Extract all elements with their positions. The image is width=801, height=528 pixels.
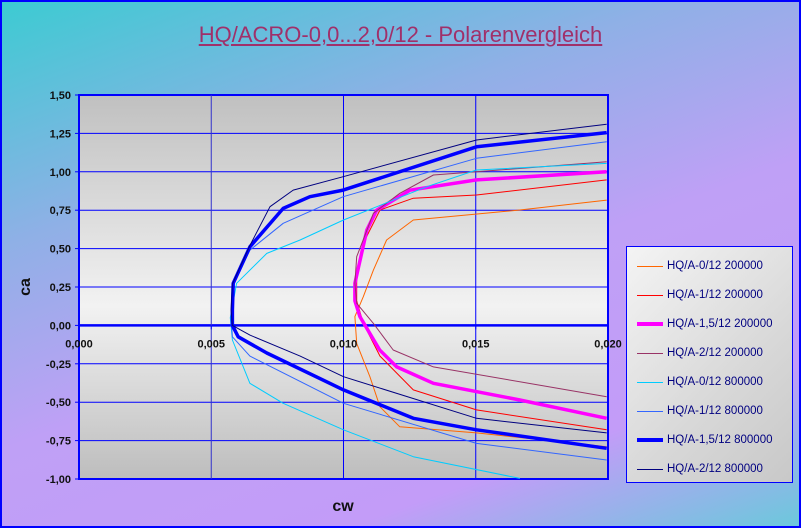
legend-swatch <box>637 352 663 354</box>
legend-swatch <box>637 381 663 383</box>
legend-label: HQ/A-1,5/12 200000 <box>667 318 773 330</box>
y-tick-label: 0,25 <box>50 282 71 294</box>
y-axis-label: ca <box>17 278 34 296</box>
legend-swatch <box>637 468 663 470</box>
y-tick-label: 1,25 <box>50 128 71 140</box>
series-line-7 <box>230 123 607 434</box>
y-tick-label: -0,25 <box>46 359 71 371</box>
x-tick-label: 0,000 <box>65 338 93 350</box>
legend-swatch <box>637 322 663 326</box>
legend-item: HQ/A-2/12 800000 <box>637 461 763 477</box>
legend-item: HQ/A-0/12 200000 <box>637 258 763 274</box>
legend-label: HQ/A-2/12 200000 <box>667 347 763 359</box>
x-tick-label: 0,005 <box>197 338 225 350</box>
chart-title: HQ/ACRO-0,0...2,0/12 - Polarenvergleich <box>198 22 603 47</box>
legend-label: HQ/A-1/12 800000 <box>667 405 763 417</box>
y-tick-label: 0,00 <box>50 320 71 332</box>
x-tick-label: 0,020 <box>594 338 622 350</box>
legend-item: HQ/A-1/12 200000 <box>637 287 763 303</box>
series-line-0 <box>354 199 607 448</box>
y-tick-label: -1,00 <box>46 474 71 486</box>
legend-swatch <box>637 438 663 442</box>
legend-swatch <box>637 294 663 296</box>
legend-swatch <box>637 265 663 267</box>
legend-label: HQ/A-0/12 200000 <box>667 260 763 272</box>
x-axis-label: cw <box>332 498 354 515</box>
legend-label: HQ/A-1/12 200000 <box>667 289 763 301</box>
legend-label: HQ/A-0/12 800000 <box>667 376 763 388</box>
y-tick-label: 1,50 <box>50 90 71 102</box>
legend-item: HQ/A-1,5/12 800000 <box>637 432 773 448</box>
y-tick-label: 1,00 <box>50 167 71 179</box>
legend-label: HQ/A-2/12 800000 <box>667 463 763 475</box>
series-line-3 <box>354 161 607 398</box>
series-line-6 <box>230 130 607 451</box>
legend-swatch <box>637 410 663 412</box>
x-tick-label: 0,010 <box>330 338 358 350</box>
legend-item: HQ/A-1,5/12 200000 <box>637 316 773 332</box>
y-tick-label: 0,75 <box>50 205 71 217</box>
legend-item: HQ/A-0/12 800000 <box>637 374 763 390</box>
y-tick-label: -0,50 <box>46 397 71 409</box>
series-line-1 <box>356 179 607 431</box>
legend-item: HQ/A-1/12 800000 <box>637 403 763 419</box>
legend-label: HQ/A-1,5/12 800000 <box>667 434 773 446</box>
legend: HQ/A-0/12 200000 HQ/A-1/12 200000 HQ/A-1,5… <box>626 246 793 483</box>
x-tick-label: 0,015 <box>462 338 490 350</box>
legend-item: HQ/A-2/12 200000 <box>637 345 763 361</box>
y-tick-label: -0,75 <box>46 436 71 448</box>
series-line-2 <box>353 170 608 421</box>
y-tick-label: 0,50 <box>50 244 71 256</box>
